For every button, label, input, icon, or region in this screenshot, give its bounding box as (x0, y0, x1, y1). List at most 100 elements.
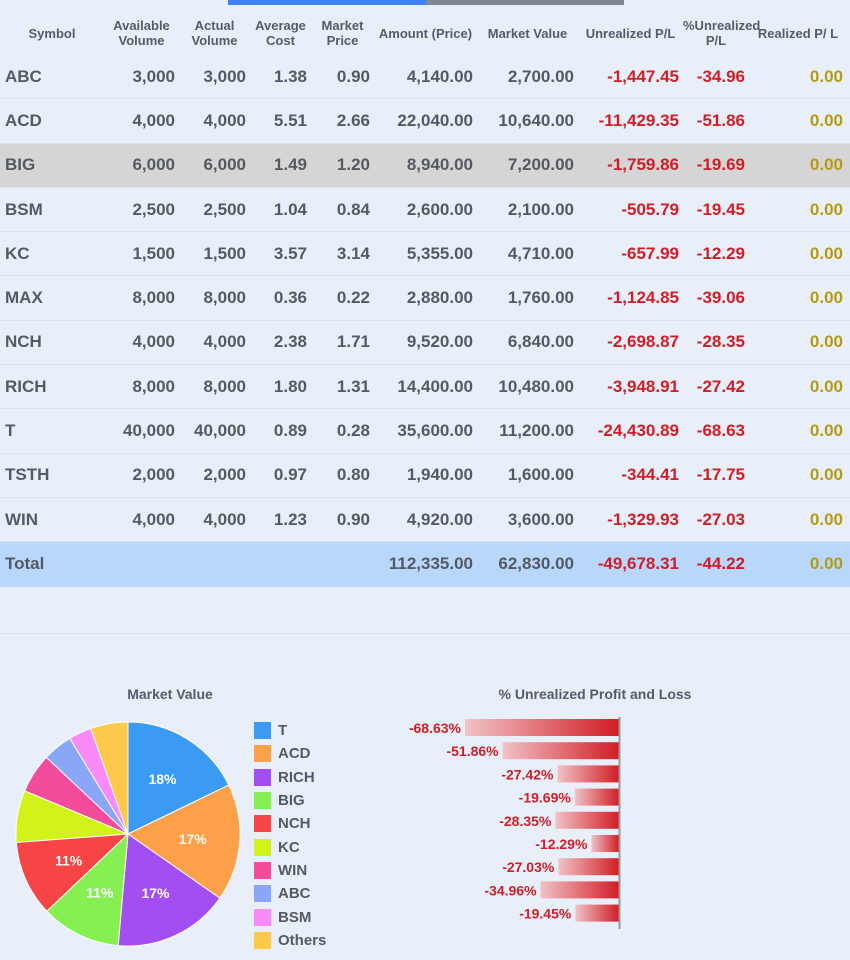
cell-available-volume: 8,000 (132, 376, 175, 396)
bar-value-label: -28.35% (499, 813, 552, 829)
bar-value-label: -12.29% (535, 836, 588, 852)
table-row[interactable]: RICH 8,000 8,000 1.80 1.31 14,400.00 10,480.00… (0, 365, 850, 410)
legend-item[interactable]: T (254, 719, 326, 742)
pie-slice-others[interactable] (90, 721, 129, 835)
cell-realized-pl: 0.00 (809, 465, 843, 485)
table-row[interactable]: WIN 4,000 4,000 1.23 0.90 4,920.00 3,600.00 -1,… (0, 498, 850, 543)
table-row[interactable]: BIG 6,000 6,000 1.49 1.20 8,940.00 7,200.00 -1,… (0, 143, 850, 188)
total-realized: 0.00 (809, 554, 843, 574)
legend-label: ACD (278, 745, 311, 763)
tab-portfolio[interactable] (228, 0, 426, 5)
header-symbol[interactable]: Symbol (28, 25, 76, 41)
cell-market-value: 1,760.00 (507, 288, 574, 308)
legend-label: BIG (278, 792, 305, 810)
bar[interactable] (540, 881, 619, 899)
cell-average-cost: 1.49 (273, 155, 307, 175)
legend-swatch (254, 792, 271, 810)
table-row[interactable]: KC 1,500 1,500 3.57 3.14 5,355.00 4,710.00 -657… (0, 232, 850, 277)
header-pct-unrealized-pl[interactable]: %Unrealized P/L (683, 18, 761, 48)
cell-pct-unrealized-pl: -19.45 (696, 199, 745, 219)
table-row[interactable]: BSM 2,500 2,500 1.04 0.84 2,600.00 2,100.00 -50… (0, 188, 850, 233)
table-row[interactable]: MAX 8,000 8,000 0.36 0.22 2,880.00 1,760.00 -1,… (0, 276, 850, 321)
bar[interactable] (557, 765, 619, 783)
cell-market-value: 7,200.00 (507, 155, 574, 175)
cell-average-cost: 0.89 (273, 421, 307, 441)
header-market-value[interactable]: Market Value (487, 25, 568, 41)
legend-swatch (254, 838, 271, 856)
table-row[interactable]: NCH 4,000 4,000 2.38 1.71 9,520.00 6,840.00 -2,… (0, 321, 850, 366)
pie-slice-rich[interactable] (117, 833, 221, 947)
legend-item[interactable]: NCH (254, 812, 326, 835)
header-available-volume[interactable]: Available Volume (113, 18, 170, 48)
legend-label: KC (278, 838, 300, 856)
cell-unrealized-pl: -1,329.93 (607, 509, 679, 529)
cell-actual-volume: 8,000 (203, 376, 246, 396)
pie-slice-t[interactable] (127, 721, 230, 835)
cell-realized-pl: 0.00 (809, 199, 843, 219)
legend-item[interactable]: ACD (254, 742, 326, 765)
header-amount[interactable]: Amount (Price) (378, 25, 473, 41)
legend-label: BSM (278, 908, 312, 926)
bar[interactable] (575, 904, 619, 922)
cell-average-cost: 1.04 (273, 199, 307, 219)
legend-item[interactable]: BIG (254, 789, 326, 812)
cell-market-price: 1.20 (336, 155, 370, 175)
legend-item[interactable]: ABC (254, 882, 326, 905)
legend-item[interactable]: BSM (254, 905, 326, 928)
cell-market-price: 0.90 (336, 66, 370, 86)
bar[interactable] (465, 719, 619, 736)
legend-item[interactable]: KC (254, 835, 326, 858)
cell-actual-volume: 4,000 (203, 110, 246, 130)
cell-amount: 35,600.00 (397, 421, 473, 441)
bar[interactable] (558, 858, 619, 876)
tab-other[interactable] (426, 0, 624, 5)
cell-pct-unrealized-pl: -51.86 (696, 110, 745, 130)
cell-market-price: 0.22 (336, 288, 370, 308)
cell-amount: 1,940.00 (406, 465, 473, 485)
cell-market-value: 6,840.00 (507, 332, 574, 352)
cell-symbol: BIG (5, 155, 36, 175)
header-market-price[interactable]: Market Price (321, 18, 364, 48)
legend-swatch (254, 861, 271, 879)
cell-available-volume: 4,000 (132, 509, 175, 529)
legend-item[interactable]: WIN (254, 859, 326, 882)
cell-amount: 4,920.00 (406, 509, 473, 529)
legend-item[interactable]: RICH (254, 766, 326, 789)
legend-item[interactable]: Others (254, 929, 326, 952)
cell-available-volume: 3,000 (132, 66, 175, 86)
header-unrealized-pl[interactable]: Unrealized P/L (585, 25, 676, 41)
cell-symbol: ACD (5, 110, 42, 130)
table-row[interactable]: ACD 4,000 4,000 5.51 2.66 22,040.00 10,640.00 -… (0, 99, 850, 144)
cell-symbol: NCH (5, 332, 42, 352)
legend-swatch (254, 908, 271, 926)
pie-slice-label: 11% (55, 852, 83, 868)
bar[interactable] (591, 835, 619, 852)
pie-slice-acd[interactable] (127, 784, 241, 899)
pie-slice-big[interactable] (46, 832, 129, 947)
bar[interactable] (555, 811, 619, 829)
cell-average-cost: 1.23 (273, 509, 307, 529)
pie-slice-label: 17% (141, 885, 170, 901)
header-realized-pl[interactable]: Realized P/ L (757, 25, 839, 41)
table-row[interactable]: TSTH 2,000 2,000 0.97 0.80 1,940.00 1,600.00 -3… (0, 454, 850, 498)
legend-label: WIN (278, 861, 308, 879)
table-row[interactable]: ABC 3,000 3,000 1.38 0.90 4,140.00 2,700.00 -1,… (0, 55, 850, 100)
header-actual-volume[interactable]: Actual Volume (191, 18, 238, 48)
cell-symbol: ABC (5, 66, 42, 86)
bar[interactable] (574, 788, 619, 806)
cell-symbol: T (5, 421, 16, 441)
cell-pct-unrealized-pl: -28.35 (696, 332, 745, 352)
bar[interactable] (502, 742, 619, 760)
cell-amount: 9,520.00 (406, 332, 473, 352)
legend-swatch (254, 768, 271, 786)
cell-market-price: 2.66 (336, 110, 370, 130)
cell-available-volume: 6,000 (132, 155, 175, 175)
cell-market-price: 0.80 (336, 465, 370, 485)
cell-unrealized-pl: -24,430.89 (597, 421, 679, 441)
cell-unrealized-pl: -2,698.87 (607, 332, 679, 352)
cell-average-cost: 5.51 (273, 110, 307, 130)
cell-market-value: 3,600.00 (507, 509, 574, 529)
header-average-cost[interactable]: Average Cost (255, 18, 306, 48)
table-row[interactable]: T 40,000 40,000 0.89 0.28 35,600.00 11,200.00 -… (0, 409, 850, 454)
pie-slice-nch[interactable] (15, 833, 130, 912)
